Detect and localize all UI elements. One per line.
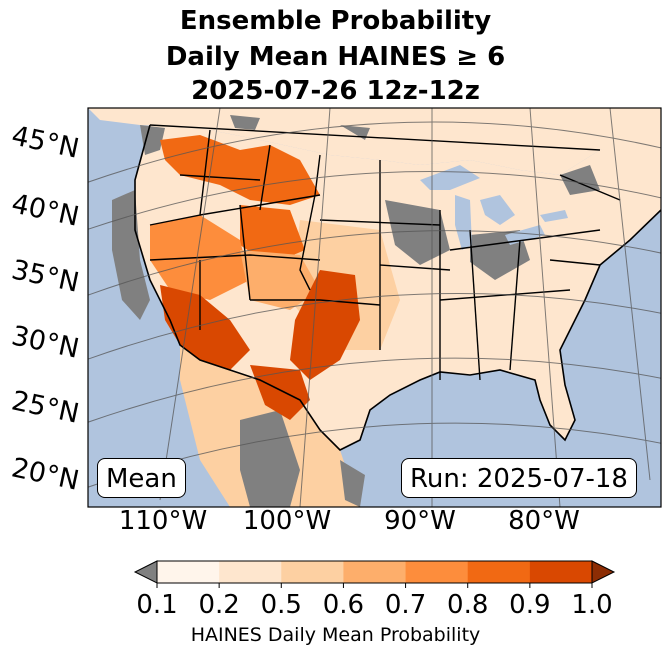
prob-wyoming [240,205,305,265]
colorbar-tick-label: 0.5 [260,590,302,620]
missing-northwest [140,125,165,155]
title-line-1: Ensemble Probability [179,6,492,36]
lon-label-100: 100°W [242,506,332,536]
colorbar-tick-label: 0.1 [136,590,178,620]
prob-colorado-plateau [240,250,320,310]
map-frame [87,107,662,508]
colorbar-tick-label: 0.6 [322,590,365,620]
lon-label-110: 110°W [118,506,208,536]
title-line-3: 2025-07-26 12z-12z [191,76,480,106]
title-line-2: Daily Mean HAINES ≥ 6 [165,42,506,72]
lon-label-80: 80°W [508,506,580,536]
canada-land [88,108,661,175]
missing-mexico [240,410,365,507]
missing-midwest [385,200,450,265]
state-boundaries [149,124,621,381]
colorbar-tick-label: 0.2 [198,590,240,620]
colorbar-tick-label: 0.7 [384,590,427,620]
colorbar-tick-label: 0.9 [509,590,551,620]
missing-west-coast [112,190,150,320]
lon-label-90: 90°W [384,506,456,536]
great-lakes [420,165,568,250]
colorbar-title: HAINES Daily Mean Probability [190,624,481,646]
prob-northern-rockies [160,135,320,205]
run-date-label: Run: 2025-07-18 [401,458,637,498]
colorbar-tick-label: 1.0 [571,590,613,620]
prob-southern-california-arizona [160,285,250,370]
prob-big-bend [250,365,310,420]
colorbar-tick-label: 0.8 [447,590,489,620]
mean-label: Mean [97,458,186,498]
prob-new-mexico-west-texas [290,270,360,380]
graticule [88,108,661,507]
